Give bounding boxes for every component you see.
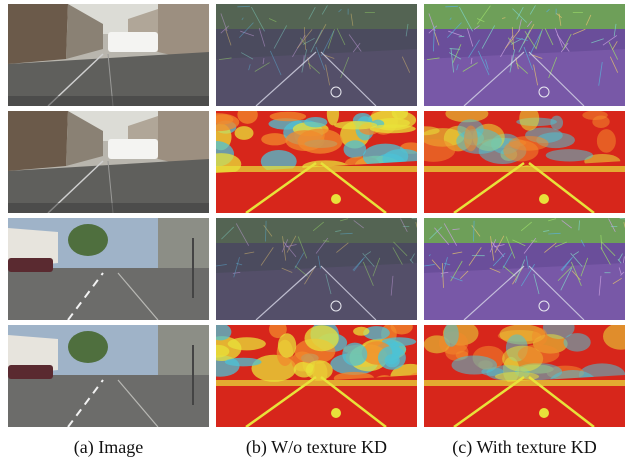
street-photo	[8, 218, 209, 320]
figure-panel-r3-c3	[424, 218, 625, 320]
figure-panel-r2-c1	[8, 111, 209, 213]
texture-map-image	[216, 4, 417, 106]
caption-with-texture-kd: (c) With texture KD	[452, 437, 597, 457]
figure-panel-r4-c3	[424, 325, 625, 427]
figure-panel-r4-c1	[8, 325, 209, 427]
figure-panel-r2-c3	[424, 111, 625, 213]
figure-panel-r3-c1	[8, 218, 209, 320]
heatmap-image	[216, 111, 417, 213]
caption-without-texture-kd: (b) W/o texture KD	[245, 437, 388, 457]
caption-image: (a) Image	[73, 437, 144, 457]
texture-map-image	[216, 218, 417, 320]
figure-panel-r4-c2	[216, 325, 417, 427]
street-photo	[8, 4, 209, 106]
heatmap-image	[424, 111, 625, 213]
figure-panel-r1-c3	[424, 4, 625, 106]
street-photo	[8, 111, 209, 213]
street-photo	[8, 325, 209, 427]
figure-panel-r1-c2	[216, 4, 417, 106]
heatmap-image	[424, 325, 625, 427]
texture-map-image	[424, 4, 625, 106]
figure-panel-r1-c1	[8, 4, 209, 106]
texture-map-image	[424, 218, 625, 320]
figure-panel-r3-c2	[216, 218, 417, 320]
figure-panel-r2-c2	[216, 111, 417, 213]
heatmap-image	[216, 325, 417, 427]
